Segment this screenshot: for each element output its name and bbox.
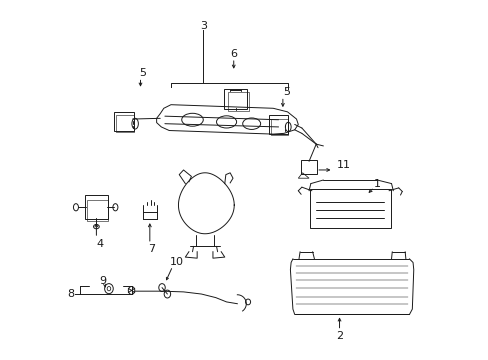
Text: 5: 5 [283,87,290,97]
Text: 4: 4 [97,239,103,249]
Text: 3: 3 [200,21,206,31]
Text: 9: 9 [99,276,106,286]
Text: 2: 2 [335,331,343,341]
Text: 6: 6 [230,49,237,59]
Text: 10: 10 [169,257,183,267]
Text: 7: 7 [148,244,155,254]
Text: 5: 5 [139,68,145,78]
Text: 8: 8 [67,289,74,299]
Text: 1: 1 [373,179,380,189]
Text: 11: 11 [336,160,350,170]
